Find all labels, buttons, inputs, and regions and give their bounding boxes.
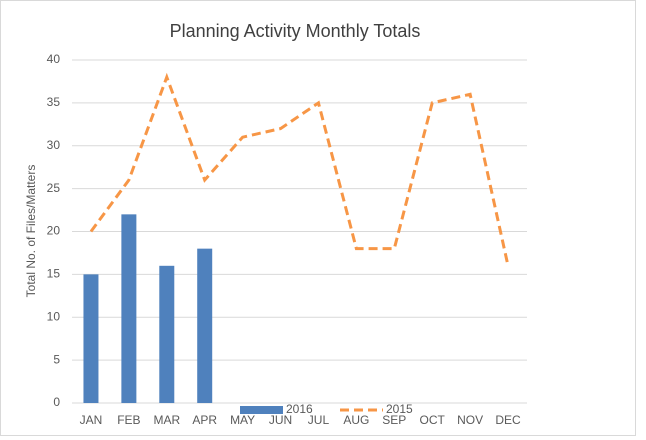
y-tick-label: 25 xyxy=(47,181,61,195)
x-tick-label: AUG xyxy=(343,413,369,427)
y-tick-label: 20 xyxy=(47,224,61,238)
x-tick-label: MAY xyxy=(230,413,255,427)
y-tick-label: 15 xyxy=(47,267,61,281)
legend-label: 2016 xyxy=(286,402,313,416)
x-tick-label: NOV xyxy=(457,413,483,427)
x-tick-label: FEB xyxy=(117,413,140,427)
x-tick-label: JUL xyxy=(308,413,330,427)
x-tick-label: DEC xyxy=(495,413,521,427)
bar xyxy=(197,248,213,403)
y-tick-label: 35 xyxy=(47,95,61,109)
y-axis-label: Total No. of Files/Matters xyxy=(24,165,38,298)
y-tick-label: 30 xyxy=(47,138,61,152)
x-tick-label: JAN xyxy=(80,413,103,427)
chart-title: Planning Activity Monthly Totals xyxy=(170,21,421,41)
y-tick-label: 10 xyxy=(47,309,61,323)
legend-label: 2015 xyxy=(386,402,413,416)
y-tick-label: 40 xyxy=(47,52,61,66)
x-tick-label: JUN xyxy=(269,413,292,427)
x-tick-label: MAR xyxy=(153,413,180,427)
bar xyxy=(83,274,99,403)
bar xyxy=(159,265,175,403)
legend-swatch xyxy=(240,406,283,414)
x-tick-label: SEP xyxy=(382,413,406,427)
y-tick-label: 5 xyxy=(53,352,60,366)
x-tick-label: APR xyxy=(192,413,217,427)
x-tick-label: OCT xyxy=(420,413,446,427)
y-tick-label: 0 xyxy=(53,395,60,409)
chart-border xyxy=(0,0,636,436)
line xyxy=(89,72,510,267)
bar xyxy=(121,214,137,403)
